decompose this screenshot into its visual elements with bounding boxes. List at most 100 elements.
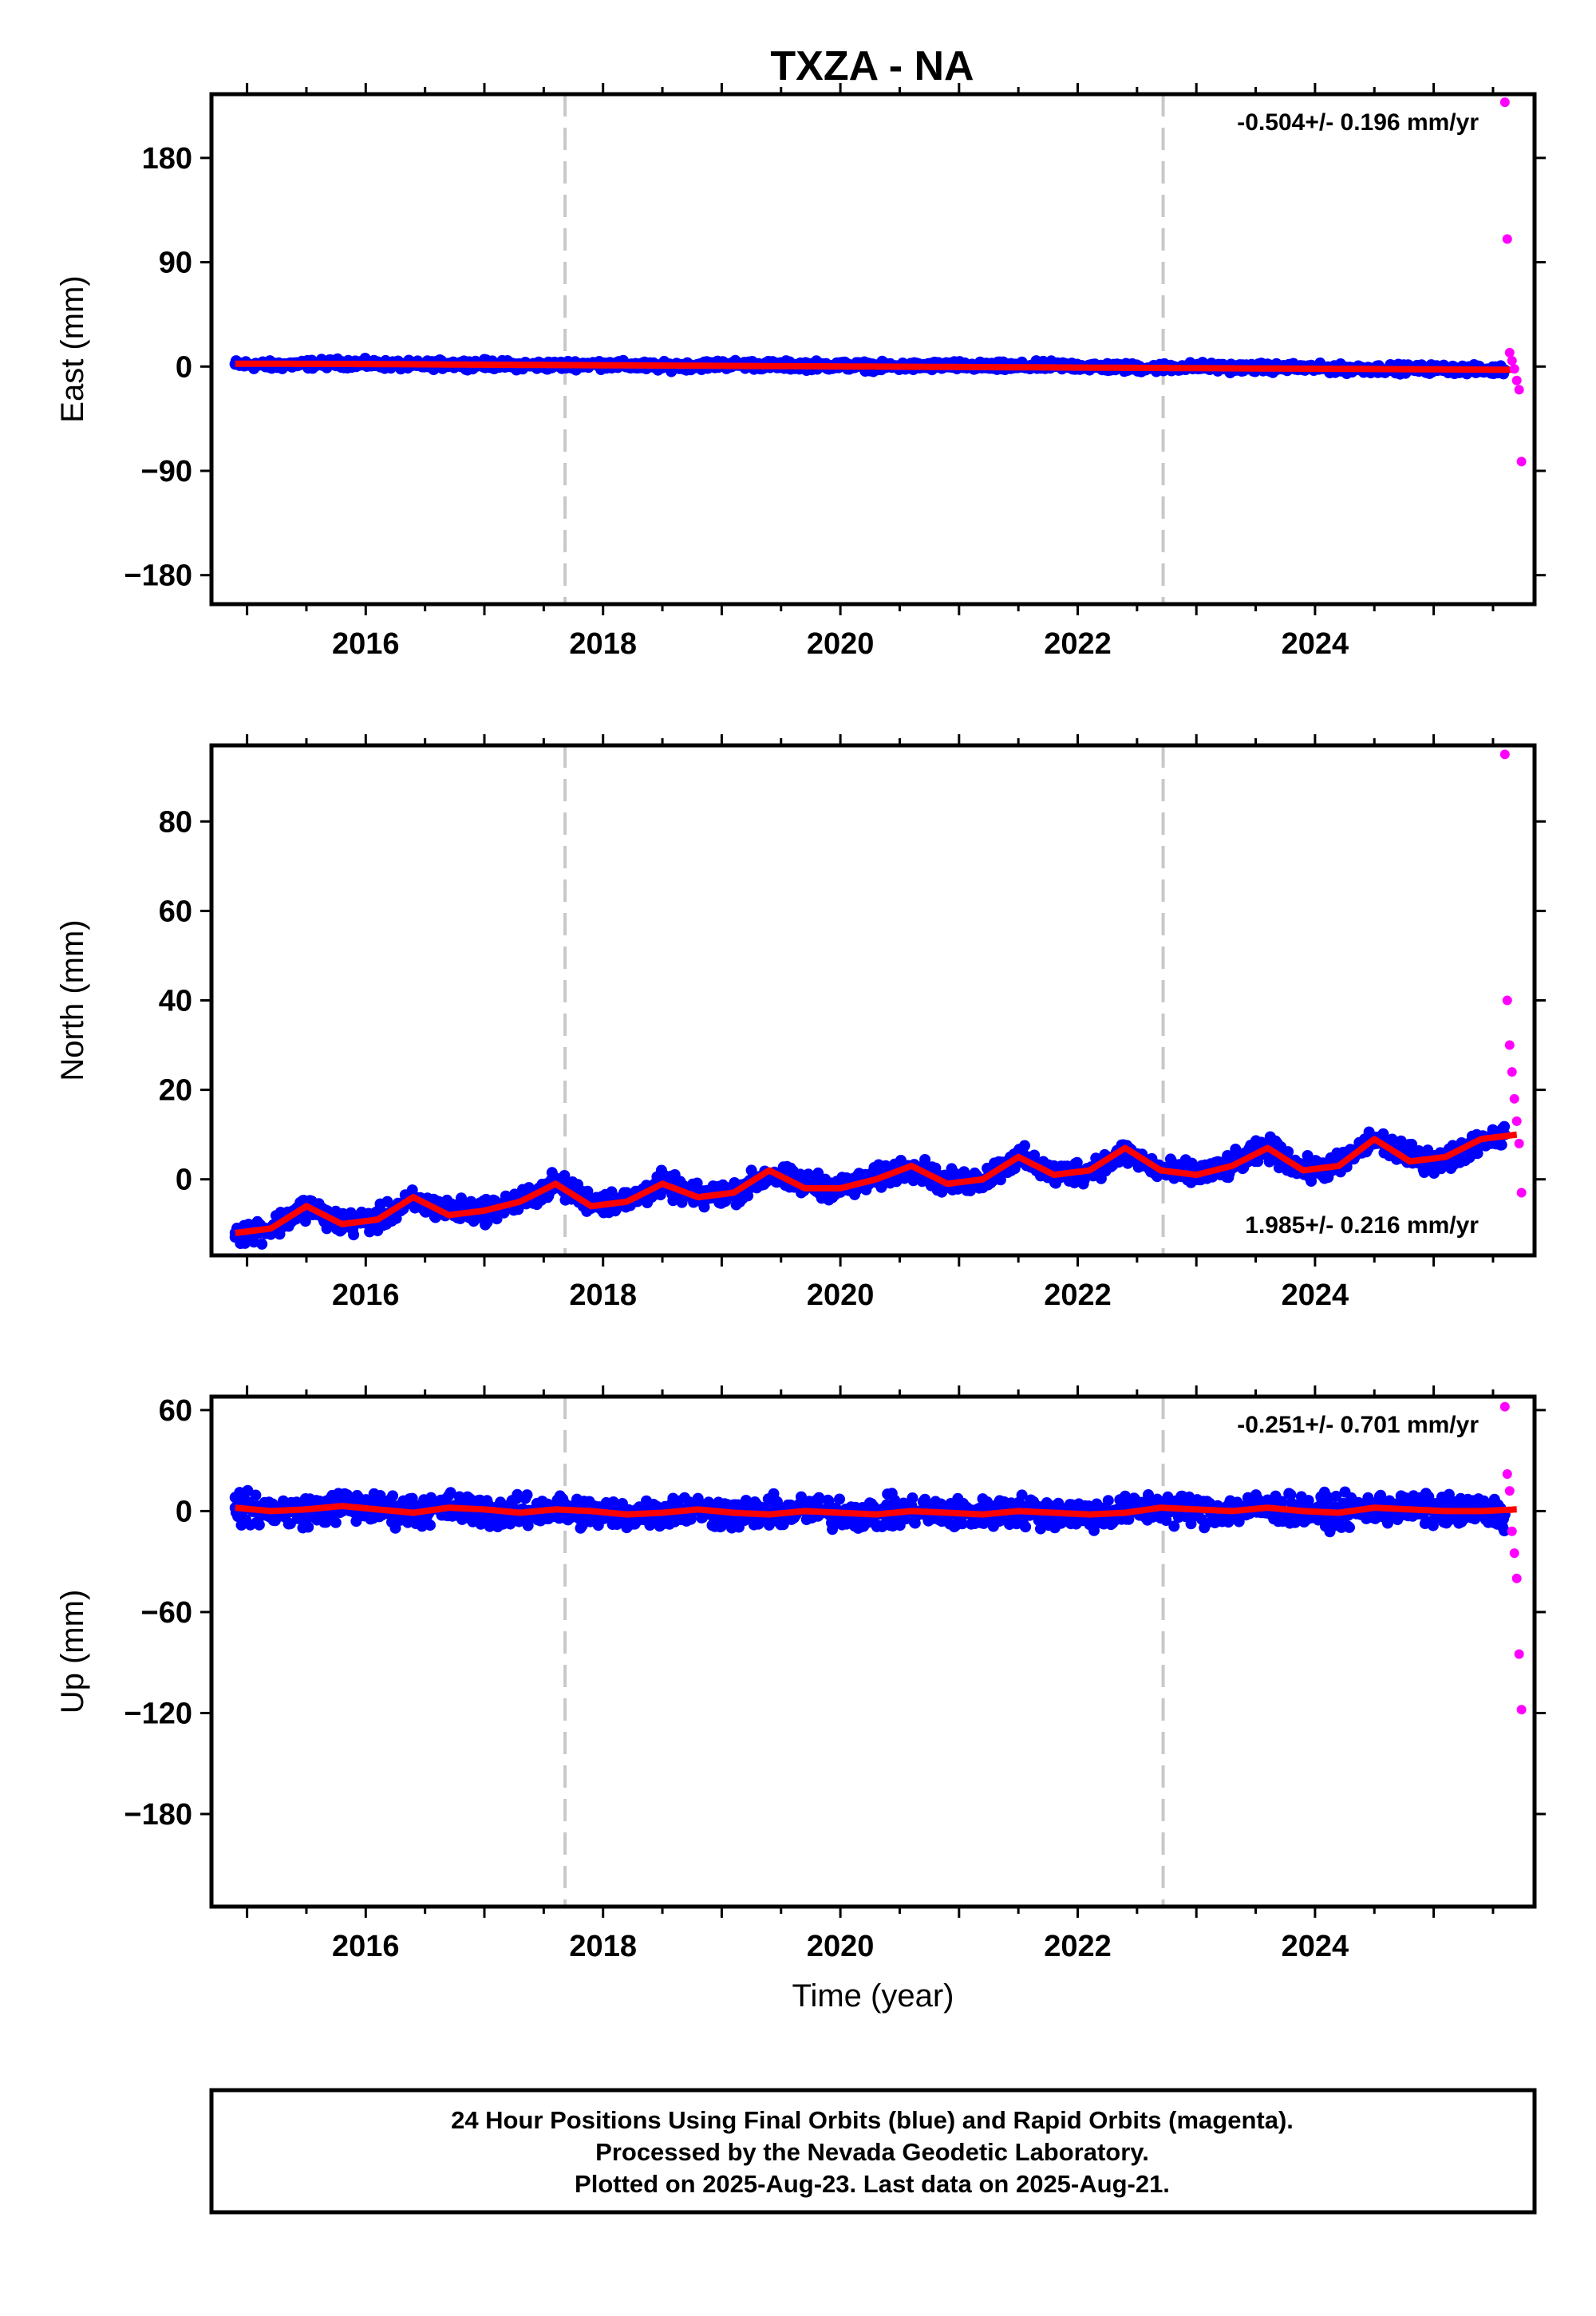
final-orbit-point xyxy=(253,1519,265,1531)
rapid-orbit-point xyxy=(1502,1469,1512,1480)
rapid-orbit-point xyxy=(1516,456,1527,467)
final-orbit-point xyxy=(250,1489,262,1501)
final-orbit-point xyxy=(834,1493,845,1505)
model-fit-line xyxy=(234,1131,1518,1236)
rapid-orbit-point xyxy=(1502,995,1512,1006)
y-tick-label: 20 xyxy=(159,1074,192,1108)
final-orbit-point xyxy=(1016,1489,1028,1501)
x-tick-label: 2016 xyxy=(332,1279,400,1312)
final-orbit-point xyxy=(350,1516,362,1528)
x-tick-label: 2022 xyxy=(1044,1279,1112,1312)
final-orbit-point xyxy=(1276,1496,1288,1508)
footer-frame xyxy=(209,2088,1537,2215)
rapid-orbit-point xyxy=(1504,1040,1515,1050)
y-tick-label: 180 xyxy=(142,142,192,176)
final-orbit-point xyxy=(582,1185,594,1197)
rapid-orbit-point xyxy=(1509,1548,1519,1559)
rapid-orbit-point xyxy=(1514,385,1524,395)
y-tick-label: −90 xyxy=(141,455,192,488)
x-tick-label: 2024 xyxy=(1282,1279,1349,1312)
rapid-orbit-point xyxy=(1502,234,1512,244)
y-tick-label: −60 xyxy=(141,1596,192,1630)
footer-box: 24 Hour Positions Using Final Orbits (bl… xyxy=(209,2088,1537,2215)
rapid-orbit-point xyxy=(1499,1401,1510,1412)
y-tick-label: 40 xyxy=(159,985,192,1018)
final-orbit-point xyxy=(330,1516,342,1528)
x-tick-label: 2018 xyxy=(569,627,637,661)
final-orbit-point xyxy=(919,1154,931,1165)
panel-frame xyxy=(209,92,1537,607)
rate-label: 1.985+/- 0.216 mm/yr xyxy=(1245,1212,1479,1239)
final-orbit-point xyxy=(1071,1156,1083,1168)
model-fit-line xyxy=(234,360,1518,373)
final-orbit-point xyxy=(522,1520,534,1531)
y-tick-label: −180 xyxy=(124,559,192,593)
y-tick-label: 0 xyxy=(176,350,192,384)
final-orbit-point xyxy=(374,1490,386,1501)
final-orbit-point xyxy=(1499,1525,1511,1537)
x-tick-label: 2018 xyxy=(569,1930,637,1963)
final-orbit-point xyxy=(1143,1489,1154,1500)
y-tick-label: 0 xyxy=(176,1164,192,1197)
final-orbit-point xyxy=(1020,1521,1032,1533)
final-orbit-point xyxy=(1344,1521,1355,1533)
footer-line-2: Processed by the Nevada Geodetic Laborat… xyxy=(595,2138,1149,2166)
final-orbit-point xyxy=(444,1487,456,1499)
final-orbit-point xyxy=(299,1215,311,1227)
rapid-orbit-point xyxy=(1507,1526,1517,1536)
x-tick-label: 2020 xyxy=(807,1279,875,1312)
x-tick-label: 2016 xyxy=(332,1930,400,1963)
final-orbit-point xyxy=(1088,1524,1100,1536)
x-tick-label: 2022 xyxy=(1044,627,1112,661)
rate-label: -0.251+/- 0.701 mm/yr xyxy=(1237,1412,1479,1438)
final-orbit-point xyxy=(425,1520,436,1531)
final-orbit-point xyxy=(1330,1490,1342,1502)
plot-area xyxy=(229,749,1527,1250)
model-fit-line xyxy=(234,1503,1518,1518)
y-axis-label: East (mm) xyxy=(55,275,90,422)
final-orbit-point xyxy=(907,1492,918,1504)
final-orbit-point xyxy=(302,1521,314,1533)
final-orbit-point xyxy=(1029,1149,1041,1161)
final-orbit-point xyxy=(1495,1139,1507,1151)
rapid-orbit-point xyxy=(1504,1486,1515,1496)
final-orbit-point xyxy=(559,1170,571,1181)
rapid-orbit-point xyxy=(1504,347,1515,358)
final-orbit-point xyxy=(827,1524,839,1535)
x-tick-label: 2020 xyxy=(807,627,875,661)
panels: −180 −90 0 90 180 2016 2018 2020 2022 2024 East (m… xyxy=(55,83,1546,2014)
panel-frame xyxy=(209,1394,1537,1909)
y-tick-label: 90 xyxy=(159,247,192,280)
rapid-orbit-point xyxy=(1507,356,1517,366)
final-orbit-point xyxy=(456,1192,467,1204)
final-orbit-point xyxy=(256,1238,268,1250)
panel-3: −180 −120 −60 0 60 2016 2018 2020 2022 2024 Up (mm… xyxy=(55,1385,1546,2014)
rapid-orbit-point xyxy=(1499,749,1510,760)
final-orbit-point xyxy=(387,1490,399,1502)
rapid-orbit-point xyxy=(1516,1188,1527,1198)
final-orbit-point xyxy=(691,1177,703,1189)
final-orbit-point xyxy=(406,1492,418,1504)
footer-line-3: Plotted on 2025-Aug-23. Last data on 202… xyxy=(575,2170,1170,2198)
final-orbit-point xyxy=(381,1196,393,1207)
final-orbit-point xyxy=(1282,1146,1294,1158)
rate-label: -0.504+/- 0.196 mm/yr xyxy=(1237,109,1479,136)
plot-area xyxy=(229,97,1527,467)
final-orbit-point xyxy=(1230,1144,1242,1155)
figure-title: TXZA - NA xyxy=(770,43,974,89)
plot-area xyxy=(229,1401,1527,1715)
y-tick-label: 0 xyxy=(176,1495,192,1528)
x-tick-label: 2022 xyxy=(1044,1930,1112,1963)
rapid-orbit-point xyxy=(1507,1067,1517,1077)
final-orbit-point xyxy=(1102,1495,1114,1507)
y-axis-label: Up (mm) xyxy=(55,1590,90,1714)
x-tick-label: 2018 xyxy=(569,1279,637,1312)
x-tick-label: 2024 xyxy=(1282,627,1349,661)
final-orbit-point xyxy=(745,1164,757,1176)
rapid-orbit-point xyxy=(1511,375,1522,385)
final-orbit-point xyxy=(1168,1520,1180,1532)
final-orbit-point xyxy=(504,1518,516,1530)
x-tick-label: 2020 xyxy=(807,1930,875,1963)
final-orbit-point xyxy=(956,1518,968,1530)
